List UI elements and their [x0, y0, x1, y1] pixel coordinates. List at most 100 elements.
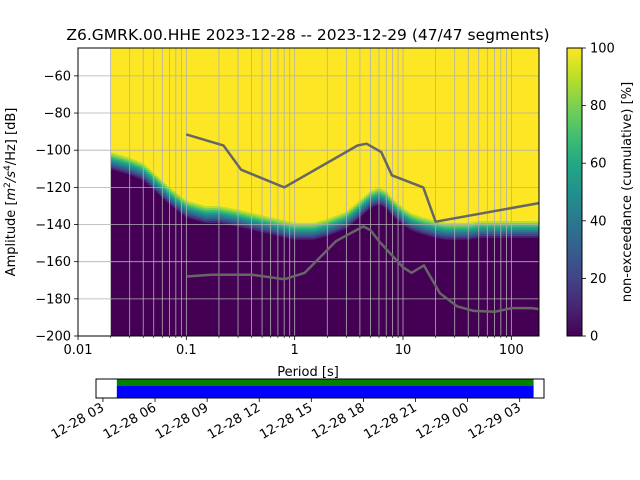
colorbar-tick-label: 100	[590, 42, 615, 57]
timeline-tick-label: 12-29 00	[413, 400, 471, 442]
colorbar-ticks: 0 20 40 60 80 100	[582, 42, 615, 345]
heatmap-column-181	[502, 48, 506, 336]
heatmap-column-115	[359, 48, 363, 336]
heatmap-column-166	[470, 48, 473, 336]
heatmap-column-148	[431, 48, 434, 336]
heatmap-column-87	[299, 48, 302, 336]
heatmap-column-176	[491, 48, 495, 336]
chart-title: Z6.GMRK.00.HHE 2023-12-28 -- 2023-12-29 …	[66, 26, 549, 44]
heatmap-column-171	[481, 48, 484, 336]
heatmap-column-92	[309, 48, 313, 336]
heatmap-column-46	[210, 48, 213, 336]
y-tick-label: −140	[35, 218, 71, 233]
heatmap-column-191	[524, 48, 528, 336]
heatmap-column-23	[160, 48, 164, 336]
timeline-tick-label: 12-28 21	[361, 400, 419, 442]
heatmap-column-140	[413, 48, 417, 336]
y-tick-label: −80	[44, 107, 71, 122]
heatmap-column-162	[461, 48, 465, 336]
y-axis-label: Amplitude [m2/s4/Hz] [dB]	[3, 108, 19, 277]
heatmap-column-151	[437, 48, 441, 336]
x-tick-label: 10	[395, 343, 412, 358]
heatmap-column-112	[353, 48, 356, 336]
heatmap-column-77	[277, 48, 281, 336]
timeline-tick-label: 12-29 03	[466, 400, 524, 442]
heatmap-column-118	[366, 48, 369, 336]
y-tick-label: −60	[44, 69, 71, 84]
y-axis-label-unit-s: /s	[4, 171, 19, 183]
heatmap-column-114	[357, 48, 361, 336]
heatmap-column-163	[463, 48, 467, 336]
y-tick-label: −120	[35, 181, 71, 196]
heatmap-column-93	[312, 48, 315, 336]
heatmap-column-146	[426, 48, 430, 336]
heatmap-column-187	[515, 48, 519, 336]
heatmap-column-17	[147, 48, 151, 336]
heatmap-column-174	[487, 48, 491, 336]
heatmap-column-38	[192, 48, 196, 336]
heatmap-column-120	[370, 48, 374, 336]
heatmap-column-40	[197, 48, 200, 336]
heatmap-column-70	[262, 48, 265, 336]
x-axis-label: Period [s]	[277, 365, 339, 380]
heatmap-column-188	[517, 48, 521, 336]
heatmap-column-196	[535, 48, 538, 336]
heatmap-column-12	[136, 48, 140, 336]
heatmap-column-65	[251, 48, 255, 336]
heatmap-column-43	[203, 48, 207, 336]
y-tick-label: −180	[35, 292, 71, 307]
heatmap-column-91	[307, 48, 311, 336]
y-tick-label: −160	[35, 255, 71, 270]
high-noise-model-curve	[185, 133, 539, 223]
heatmap-column-158	[452, 48, 456, 336]
x-axis-ticks: 0.01 0.1 1 10 100	[64, 336, 524, 358]
colorbar-tick-label: 0	[590, 330, 598, 345]
heatmap-column-133	[398, 48, 402, 336]
heatmap-column-156	[448, 48, 452, 336]
heatmap-column-69	[260, 48, 263, 336]
heatmap-column-62	[244, 48, 248, 336]
heatmap-column-170	[478, 48, 482, 336]
timeline-tick-label: 12-28 18	[309, 400, 367, 442]
heatmap-column-113	[355, 48, 359, 336]
x-tick-label: 1	[291, 343, 299, 358]
heatmap-column-7	[125, 48, 129, 336]
heatmap-column-8	[127, 48, 131, 336]
heatmap-column-97	[320, 48, 324, 336]
heatmap-column-34	[184, 48, 187, 336]
heatmap-column-29	[173, 48, 177, 336]
noise-model-curves	[185, 133, 539, 314]
heatmap-column-117	[364, 48, 367, 336]
heatmap-column-153	[442, 48, 445, 336]
y-axis-ticks: −200 −180 −160 −140 −120 −100 −80 −60	[35, 69, 78, 345]
colorbar-label: non-exceedance (cumulative) [%]	[620, 82, 635, 302]
y-tick-label: −100	[35, 144, 71, 159]
data-coverage-bar	[116, 386, 534, 398]
y-axis-label-prefix: Amplitude [	[4, 200, 19, 276]
colorbar-tick-label: 80	[590, 99, 607, 114]
heatmap-column-179	[498, 48, 502, 336]
heatmap-column-11	[134, 48, 138, 336]
heatmap-column-185	[511, 48, 515, 336]
heatmap-column-180	[500, 48, 504, 336]
heatmap-column-28	[171, 48, 174, 336]
heatmap-column-94	[314, 48, 317, 336]
heatmap-column-66	[253, 48, 257, 336]
heatmap-column-30	[175, 48, 179, 336]
heatmap-column-47	[212, 48, 216, 336]
psd-plot: 0.01 0.1 1 10 100 −200 −180 −160 −140 −120 −100 −8…	[3, 47, 540, 380]
heatmap-column-189	[520, 48, 523, 336]
heatmap-column-136	[405, 48, 408, 336]
heatmap-column-53	[225, 48, 229, 336]
low-noise-model-curve	[186, 225, 539, 314]
heatmap-column-137	[407, 48, 411, 336]
heatmap-column-122	[374, 48, 378, 336]
heatmap-column-48	[214, 48, 218, 336]
heatmap-column-42	[201, 48, 205, 336]
heatmap-column-159	[455, 48, 458, 336]
heatmap-column-15	[143, 48, 146, 336]
colorbar-tick-label: 60	[590, 157, 607, 172]
plot-grid	[78, 48, 539, 336]
heatmap-column-186	[513, 48, 517, 336]
heatmap-column-106	[340, 48, 343, 336]
